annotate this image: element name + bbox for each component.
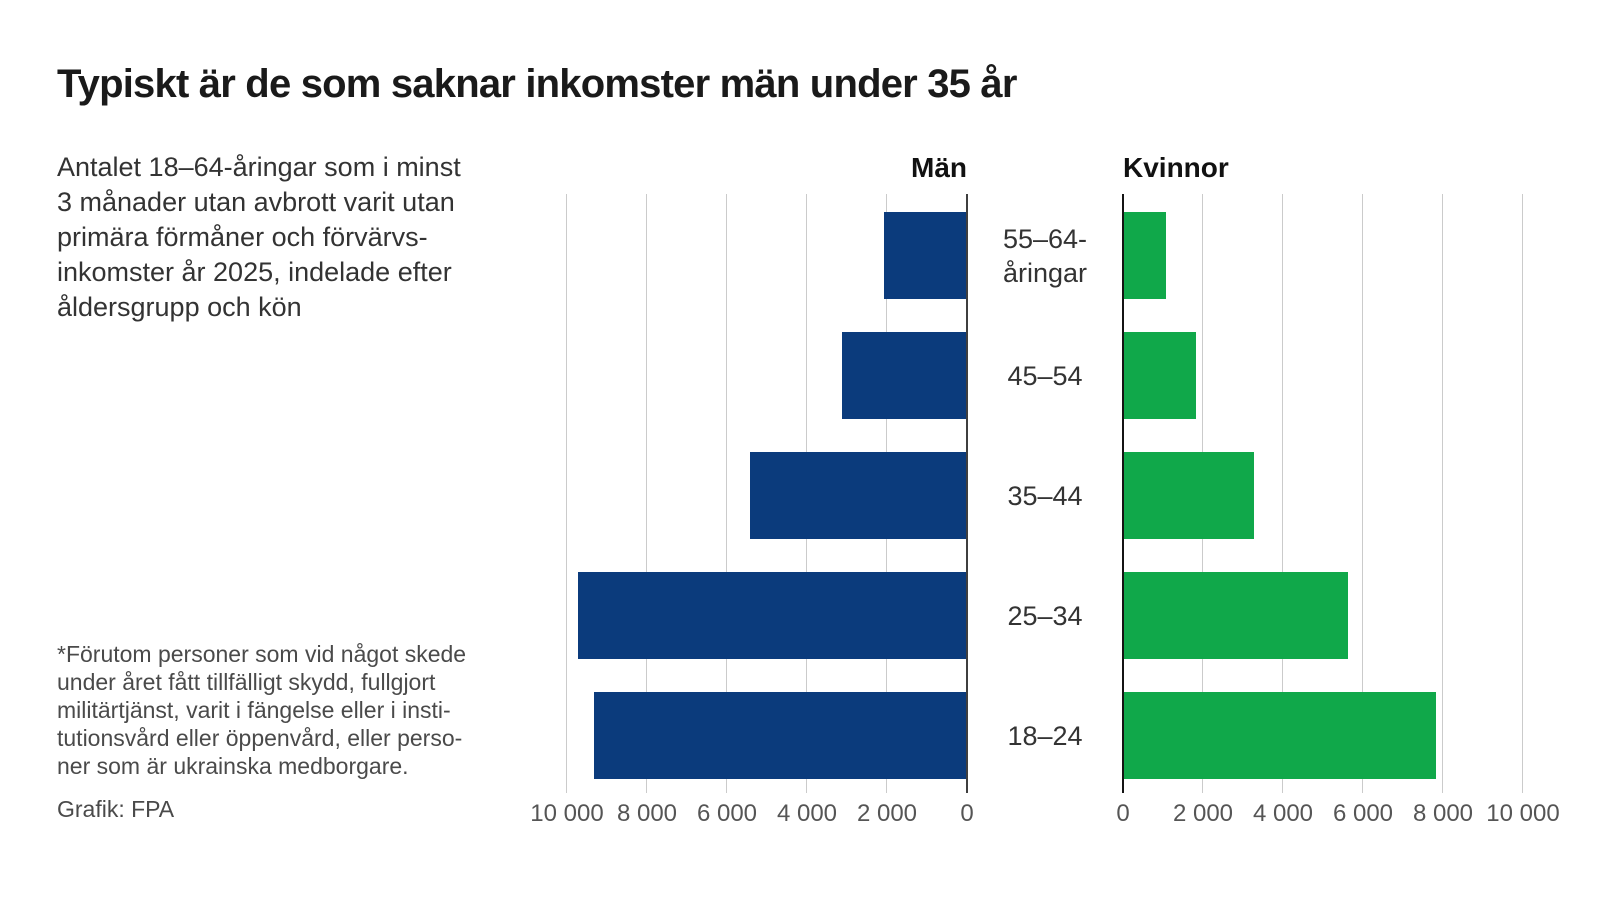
bar-men-55–64-åringar — [884, 212, 966, 299]
men-axis-tick-0: 0 — [960, 800, 974, 827]
bar-men-18–24 — [594, 692, 966, 779]
age-group-label-55–64-åringar: 55–64- åringar — [1002, 223, 1088, 288]
men-axis-tick-6000: 6 000 — [696, 800, 758, 827]
age-group-label-25–34: 25–34 — [1007, 600, 1083, 631]
men-gridline-10000 — [566, 194, 567, 793]
footnote: *Förutom personer som vid något skede un… — [57, 641, 467, 779]
bar-women-18–24 — [1124, 692, 1436, 779]
men-axis-tick-8000: 8 000 — [616, 800, 678, 827]
chart-description: Antalet 18–64-åringar som i minst 3 måna… — [57, 152, 461, 322]
credit: Grafik: FPA — [57, 796, 175, 822]
women-zero-axis — [1122, 194, 1124, 793]
bar-men-35–44 — [750, 452, 966, 539]
women-axis-tick-10000: 10 000 — [1486, 800, 1560, 827]
age-group-label-18–24: 18–24 — [1007, 720, 1083, 751]
bar-women-35–44 — [1124, 452, 1254, 539]
women-axis-tick-2000: 2 000 — [1172, 800, 1234, 827]
women-gridline-8000 — [1442, 194, 1443, 793]
bar-women-25–34 — [1124, 572, 1348, 659]
bar-men-25–34 — [578, 572, 966, 659]
series-header-men: Män — [911, 152, 967, 183]
men-axis-tick-4000: 4 000 — [776, 800, 838, 827]
men-axis-tick-10000: 10 000 — [530, 800, 604, 827]
women-gridline-6000 — [1362, 194, 1363, 793]
bar-women-55–64-åringar — [1124, 212, 1166, 299]
men-gridline-8000 — [646, 194, 647, 793]
age-group-label-45–54: 45–54 — [1007, 360, 1083, 391]
bar-women-45–54 — [1124, 332, 1196, 419]
men-zero-axis — [966, 194, 968, 793]
women-gridline-10000 — [1522, 194, 1523, 793]
women-gridline-4000 — [1282, 194, 1283, 793]
men-axis-tick-2000: 2 000 — [856, 800, 918, 827]
women-axis-tick-6000: 6 000 — [1332, 800, 1394, 827]
women-axis-tick-4000: 4 000 — [1252, 800, 1314, 827]
page-title: Typiskt är de som saknar inkomster män u… — [57, 62, 1017, 106]
women-axis-tick-0: 0 — [1116, 800, 1130, 827]
bar-men-45–54 — [842, 332, 966, 419]
age-group-label-35–44: 35–44 — [1007, 480, 1083, 511]
series-header-women: Kvinnor — [1123, 152, 1229, 183]
women-axis-tick-8000: 8 000 — [1412, 800, 1474, 827]
men-gridline-6000 — [726, 194, 727, 793]
